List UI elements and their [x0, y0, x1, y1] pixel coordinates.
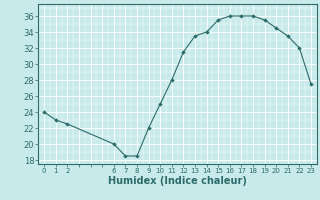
X-axis label: Humidex (Indice chaleur): Humidex (Indice chaleur)	[108, 176, 247, 186]
